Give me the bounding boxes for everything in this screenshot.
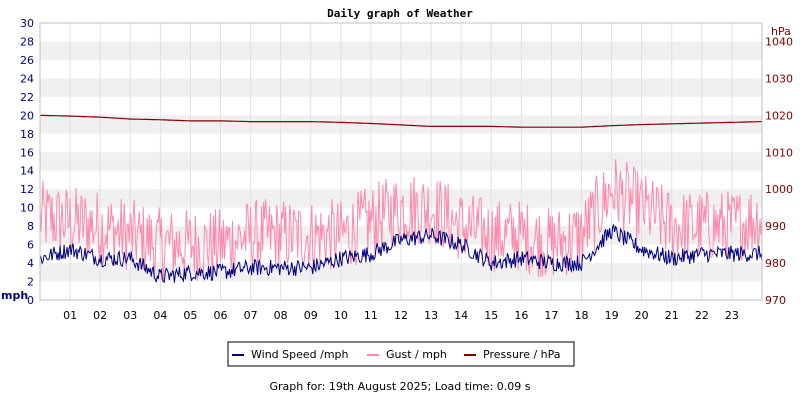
series-wind-line [39,223,763,284]
series-pressure-line [39,114,762,128]
right-tick-label: 970 [765,294,786,307]
right-axis-ticks: 970 980 990 1000 1010 1020 1030 1040 [765,35,793,307]
right-tick-label: 1040 [765,35,793,48]
left-tick-label: 18 [20,128,34,141]
x-tick-label: 15 [484,309,498,322]
plot-frame [39,22,763,301]
x-axis-ticks: 01 02 03 04 05 06 07 08 09 10 11 12 13 14 15 16 17 18 19 20… [63,309,739,322]
right-tick-label: 1000 [765,183,793,196]
legend-pressure-label: Pressure / hPa [483,348,561,361]
left-tick-label: 28 [20,35,34,48]
legend: Wind Speed /mph Gust / mph Pressure / hP… [227,341,575,367]
right-tick-label: 1020 [765,109,793,122]
right-tick-label: 1030 [765,72,793,85]
x-tick-label: 12 [394,309,408,322]
left-tick-label: 22 [20,91,34,104]
left-tick-label: 12 [20,183,34,196]
right-tick-label: 990 [765,220,786,233]
left-tick-label: 30 [20,17,34,30]
left-tick-label: 6 [27,239,34,252]
x-tick-label: 06 [214,309,228,322]
series-gust-line [39,159,763,282]
x-tick-label: 09 [304,309,318,322]
left-tick-label: 10 [20,202,34,215]
left-tick-label: 2 [27,276,34,289]
vertical-gridlines [69,23,733,300]
left-axis-unit: mph [1,289,28,302]
footer-text: Graph for: 19th August 2025; Load time: … [269,380,531,393]
x-tick-label: 05 [183,309,197,322]
left-tick-label: 0 [27,294,34,307]
x-tick-label: 23 [725,309,739,322]
x-tick-label: 01 [63,309,77,322]
x-tick-label: 08 [274,309,288,322]
left-tick-label: 4 [27,257,34,270]
series-layer [39,114,763,284]
legend-wind-label: Wind Speed /mph [251,348,349,361]
x-tick-label: 03 [123,309,137,322]
x-tick-label: 22 [695,309,709,322]
x-tick-label: 11 [364,309,378,322]
chart-title: Daily graph of Weather [327,7,473,20]
x-tick-label: 16 [514,309,528,322]
x-tick-label: 14 [454,309,468,322]
left-tick-label: 16 [20,146,34,159]
x-tick-label: 20 [635,309,649,322]
x-tick-label: 02 [93,309,107,322]
left-tick-label: 14 [20,165,34,178]
x-tick-label: 19 [605,309,619,322]
x-tick-label: 10 [334,309,348,322]
x-tick-label: 21 [665,309,679,322]
left-tick-label: 20 [20,109,34,122]
left-tick-label: 24 [20,72,34,85]
right-axis-unit: hPa [771,25,791,38]
x-tick-label: 04 [153,309,167,322]
x-tick-label: 07 [244,309,258,322]
right-tick-label: 1010 [765,146,793,159]
right-tick-label: 980 [765,257,786,270]
left-tick-label: 8 [27,220,34,233]
x-tick-label: 18 [575,309,589,322]
legend-box [227,341,575,367]
legend-gust-label: Gust / mph [386,348,447,361]
x-tick-label: 13 [424,309,438,322]
left-tick-label: 26 [20,54,34,67]
x-tick-label: 17 [544,309,558,322]
